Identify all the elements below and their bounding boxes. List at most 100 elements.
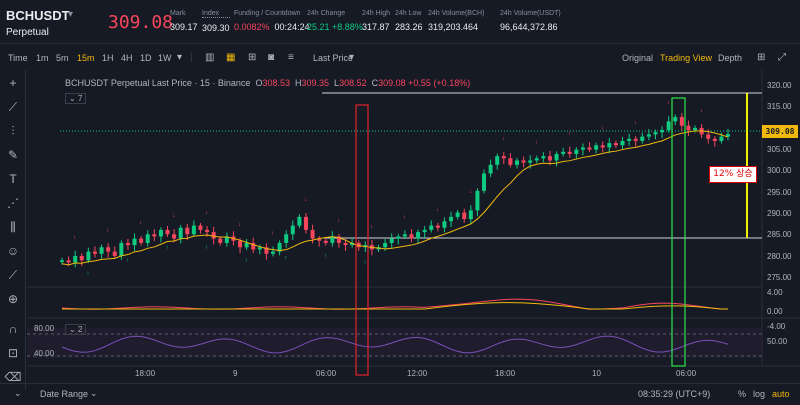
- interval-15m[interactable]: 15m: [77, 53, 95, 63]
- text-icon[interactable]: T: [9, 172, 17, 186]
- stat-value: 309.17: [170, 22, 198, 32]
- candle-body: [238, 240, 243, 248]
- price-axis-label: 275.00: [767, 273, 792, 282]
- buy-signal-marker: ↑: [86, 271, 89, 277]
- zoom-icon[interactable]: ⊕: [7, 292, 19, 306]
- candle-body: [185, 227, 190, 235]
- indicators-icon[interactable]: ▦: [226, 52, 236, 63]
- chevron-down-icon[interactable]: ▾: [68, 9, 74, 20]
- indicator-toggle-2[interactable]: ⌄ 2: [65, 324, 87, 335]
- brush-icon[interactable]: ✎: [7, 148, 19, 162]
- fib-icon[interactable]: ⫶: [11, 124, 15, 138]
- candle-body: [211, 232, 216, 239]
- stat-label: Funding / Countdown: [234, 10, 301, 17]
- interval-4h[interactable]: 4H: [121, 53, 133, 63]
- interval-5m[interactable]: 5m: [56, 53, 69, 63]
- trendline-icon[interactable]: ⟋: [8, 100, 18, 114]
- legend-close: 309.08: [378, 78, 406, 88]
- indicator-toggle[interactable]: ⌄ 7: [65, 93, 87, 104]
- magnet-icon[interactable]: ∩: [8, 322, 18, 336]
- candle-body: [422, 229, 427, 233]
- moving-average-line: [61, 130, 729, 266]
- crosshair-icon[interactable]: +: [9, 76, 17, 90]
- last-price: 309.08: [108, 12, 174, 33]
- candle-body: [607, 143, 612, 148]
- interval-1w[interactable]: 1W: [158, 53, 172, 63]
- candle-body: [152, 234, 157, 237]
- candle-body: [350, 242, 355, 246]
- candle-body: [92, 251, 97, 254]
- interval-1h[interactable]: 1H: [102, 53, 114, 63]
- lock-icon[interactable]: ⊡: [7, 346, 19, 360]
- stat-value: 96,644,372.86: [500, 22, 558, 32]
- candle-body: [119, 242, 124, 256]
- candle-body: [271, 251, 276, 254]
- stat-funding: Funding / Countdown 0.0082% 00:24:24: [234, 10, 310, 32]
- pattern-icon[interactable]: ⋰: [7, 196, 19, 210]
- ruler-icon[interactable]: ⟋: [8, 268, 18, 282]
- trash-icon[interactable]: ⌫: [4, 370, 22, 384]
- fullscreen-icon[interactable]: ⤢: [778, 52, 786, 63]
- funding-rate: 0.0082%: [234, 22, 270, 32]
- rise-annotation: 12% 상승: [709, 166, 757, 183]
- candle-body: [310, 229, 315, 239]
- candle-body: [139, 238, 144, 243]
- candle-body: [686, 125, 691, 131]
- candle-type-icon[interactable]: ▥: [205, 52, 215, 63]
- price-axis-label: 300.00: [767, 166, 792, 175]
- sell-signal-marker: ↓: [502, 136, 505, 142]
- candle-body: [277, 242, 282, 252]
- candle-body: [514, 160, 519, 165]
- view-trading-view[interactable]: Trading View: [660, 53, 713, 63]
- candle-body: [383, 242, 388, 248]
- view-depth[interactable]: Depth: [718, 53, 743, 63]
- candle-body: [165, 229, 170, 235]
- settings-icon[interactable]: ≡: [288, 52, 294, 63]
- candle-body: [409, 234, 414, 239]
- candle-body: [567, 151, 572, 154]
- last-price-tag: 309.08: [762, 125, 798, 138]
- price-chart[interactable]: ↓ ↑ ↓ ↑ ↓ ↑ ↓ ↓ ↑ ↓ ↑ ↓ ↑ ↓ ↑ ↓ ↑ ↓ ↓ ↓ ↓ ↓ ↓ ↓ ↓ ↓ ↓ ↓: [0, 70, 800, 383]
- percent-toggle[interactable]: %: [738, 389, 747, 399]
- candle-body: [297, 216, 302, 226]
- grid-icon[interactable]: ⊞: [757, 52, 766, 63]
- stat-value: 309.30: [202, 23, 230, 33]
- price-axis-label: 280.00: [767, 252, 792, 261]
- candle-body: [587, 147, 592, 150]
- date-range-button[interactable]: Date Range: [40, 389, 89, 399]
- measure-icon[interactable]: ⫼: [10, 220, 16, 234]
- sell-signal-marker: ↓: [634, 120, 637, 126]
- log-toggle[interactable]: log: [753, 389, 766, 399]
- time-axis-label: 06:00: [316, 369, 337, 378]
- stat-value: 283.26: [395, 22, 423, 32]
- candle-body: [323, 240, 328, 243]
- chevron-down-icon[interactable]: ▾: [349, 52, 355, 63]
- candle-body: [521, 160, 526, 163]
- candle-body: [317, 238, 322, 241]
- symbol-name[interactable]: BCHUSDT: [6, 8, 70, 23]
- auto-toggle[interactable]: auto: [772, 389, 790, 399]
- stat-label[interactable]: Index: [202, 10, 230, 18]
- emoji-icon[interactable]: ☺: [6, 244, 20, 258]
- interval-1d[interactable]: 1D: [140, 53, 152, 63]
- candle-body: [613, 143, 618, 146]
- interval-1m[interactable]: 1m: [36, 53, 49, 63]
- candle-body: [264, 247, 269, 254]
- price-type-select[interactable]: Last Price: [313, 53, 354, 63]
- stat-label: 24h Volume(BCH): [428, 10, 485, 17]
- chevron-down-icon[interactable]: ⌄: [14, 388, 22, 398]
- candle-body: [290, 225, 295, 235]
- candle-body: [594, 145, 599, 150]
- layout-icon[interactable]: ⊞: [248, 52, 257, 63]
- candle-body: [205, 229, 210, 233]
- candle-body: [106, 247, 111, 252]
- candle-body: [528, 160, 533, 163]
- buy-signal-marker: ↑: [166, 245, 169, 251]
- time-axis-label: 06:00: [676, 369, 697, 378]
- sell-signal-marker: ↓: [73, 235, 76, 241]
- vol-axis-label: 0.00: [767, 307, 783, 316]
- chevron-down-icon[interactable]: ⌄: [90, 388, 98, 398]
- view-original[interactable]: Original: [622, 53, 654, 63]
- camera-icon[interactable]: ◙: [268, 52, 275, 63]
- chevron-down-icon[interactable]: ▾: [177, 52, 183, 63]
